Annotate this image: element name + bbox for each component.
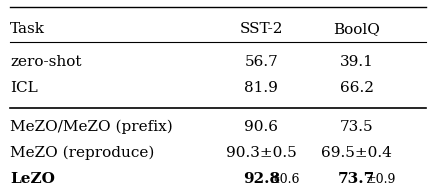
Text: ±0.9: ±0.9 xyxy=(365,173,395,186)
Text: ICL: ICL xyxy=(10,81,38,95)
Text: LeZO: LeZO xyxy=(10,172,55,186)
Text: MeZO (reproduce): MeZO (reproduce) xyxy=(10,146,154,161)
Text: 92.8: 92.8 xyxy=(243,172,280,186)
Text: 81.9: 81.9 xyxy=(245,81,278,95)
Text: 73.5: 73.5 xyxy=(340,120,374,134)
Text: SST-2: SST-2 xyxy=(239,22,283,36)
Text: 69.5±0.4: 69.5±0.4 xyxy=(321,146,392,160)
Text: ±0.6: ±0.6 xyxy=(270,173,300,186)
Text: 56.7: 56.7 xyxy=(245,55,278,69)
Text: 73.7: 73.7 xyxy=(338,172,375,186)
Text: zero-shot: zero-shot xyxy=(10,55,82,69)
Text: MeZO/MeZO (prefix): MeZO/MeZO (prefix) xyxy=(10,120,173,134)
Text: 66.2: 66.2 xyxy=(340,81,374,95)
Text: 90.6: 90.6 xyxy=(244,120,278,134)
Text: 39.1: 39.1 xyxy=(340,55,374,69)
Text: Task: Task xyxy=(10,22,45,36)
Text: BoolQ: BoolQ xyxy=(333,22,380,36)
Text: 90.3±0.5: 90.3±0.5 xyxy=(226,146,296,160)
